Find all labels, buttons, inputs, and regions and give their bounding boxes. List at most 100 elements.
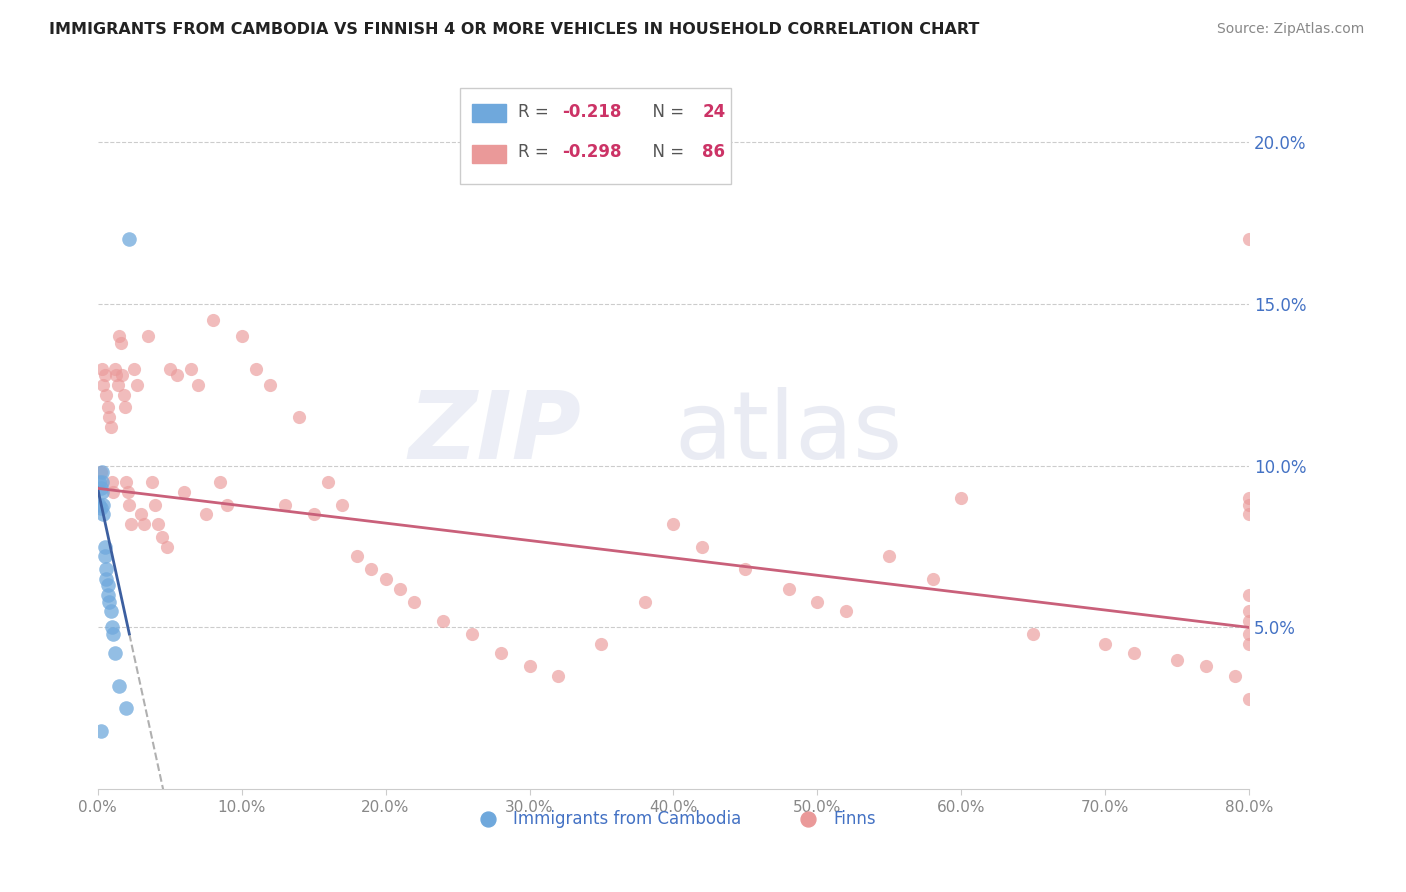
Point (245, 361, 267, 376)
Point (173, 484, 195, 499)
Point (91, 465, 114, 479)
Point (374, 572, 396, 586)
Point (87, 498, 110, 512)
Point (107, 377, 129, 392)
Point (136, 329, 159, 343)
Point (118, 498, 141, 512)
Point (274, 498, 297, 512)
Point (489, 646, 512, 660)
Point (97, 588, 120, 602)
Point (1239, 691, 1261, 706)
Point (180, 361, 202, 376)
Point (950, 491, 973, 505)
Text: IMMIGRANTS FROM CAMBODIA VS FINNISH 4 OR MORE VEHICLES IN HOUSEHOLD CORRELATION : IMMIGRANTS FROM CAMBODIA VS FINNISH 4 OR… (49, 22, 980, 37)
Point (547, 669, 569, 683)
Point (159, 361, 181, 376)
Text: R =: R = (517, 103, 554, 120)
Text: N =: N = (643, 144, 690, 161)
Point (662, 516, 685, 531)
Point (141, 475, 163, 489)
Point (132, 516, 155, 531)
Point (120, 516, 142, 531)
Point (96, 562, 118, 576)
Point (103, 627, 125, 641)
Text: 24: 24 (702, 103, 725, 120)
Point (87, 475, 110, 489)
Point (110, 335, 132, 350)
Point (1239, 507, 1261, 521)
Point (122, 361, 145, 376)
Point (1166, 653, 1188, 667)
Point (108, 329, 131, 343)
Point (346, 549, 368, 564)
Point (166, 368, 188, 383)
Point (1022, 627, 1045, 641)
Point (143, 498, 166, 512)
Point (332, 498, 354, 512)
Point (112, 387, 135, 401)
Point (129, 507, 152, 521)
Point (100, 420, 122, 434)
Text: ZIP: ZIP (409, 387, 581, 479)
Point (115, 475, 138, 489)
Point (591, 637, 613, 651)
Point (778, 582, 800, 596)
Point (115, 701, 138, 715)
Point (208, 475, 231, 489)
Point (94, 549, 117, 564)
Bar (472, 104, 506, 122)
Point (231, 329, 253, 343)
Point (94, 540, 117, 554)
Point (93, 498, 115, 512)
Point (91, 475, 114, 489)
Text: Source: ZipAtlas.com: Source: ZipAtlas.com (1216, 22, 1364, 37)
Point (194, 507, 217, 521)
Bar (472, 145, 506, 163)
Point (108, 679, 131, 693)
Text: 86: 86 (702, 144, 725, 161)
Point (91, 484, 114, 499)
Point (91, 361, 114, 376)
Point (879, 549, 901, 564)
FancyBboxPatch shape (460, 88, 731, 185)
Point (89, 500, 111, 515)
Point (519, 659, 541, 673)
Point (146, 516, 169, 531)
Point (111, 368, 134, 383)
Point (1239, 627, 1261, 641)
Point (114, 401, 136, 415)
Point (104, 361, 127, 376)
Point (101, 620, 124, 634)
Point (734, 562, 756, 576)
Legend: Immigrants from Cambodia, Finns: Immigrants from Cambodia, Finns (465, 803, 882, 834)
Point (288, 410, 311, 425)
Point (89, 723, 111, 738)
Text: -0.218: -0.218 (562, 103, 621, 120)
Point (302, 507, 325, 521)
Point (360, 562, 382, 576)
Point (156, 540, 179, 554)
Point (690, 540, 713, 554)
Text: R =: R = (517, 144, 554, 161)
Text: N =: N = (643, 103, 690, 120)
Point (432, 614, 454, 628)
Point (89, 465, 111, 479)
Point (187, 377, 209, 392)
Point (100, 604, 122, 618)
Point (921, 572, 943, 586)
Point (1239, 232, 1261, 246)
Point (201, 313, 224, 327)
Point (835, 604, 858, 618)
Point (94, 368, 117, 383)
Point (1239, 491, 1261, 505)
Point (1239, 637, 1261, 651)
Point (634, 594, 657, 608)
Point (89, 481, 111, 495)
Point (125, 377, 148, 392)
Point (1223, 669, 1246, 683)
Point (93, 507, 115, 521)
Point (1195, 659, 1218, 673)
Point (118, 232, 141, 246)
Point (1239, 614, 1261, 628)
Point (104, 646, 127, 660)
